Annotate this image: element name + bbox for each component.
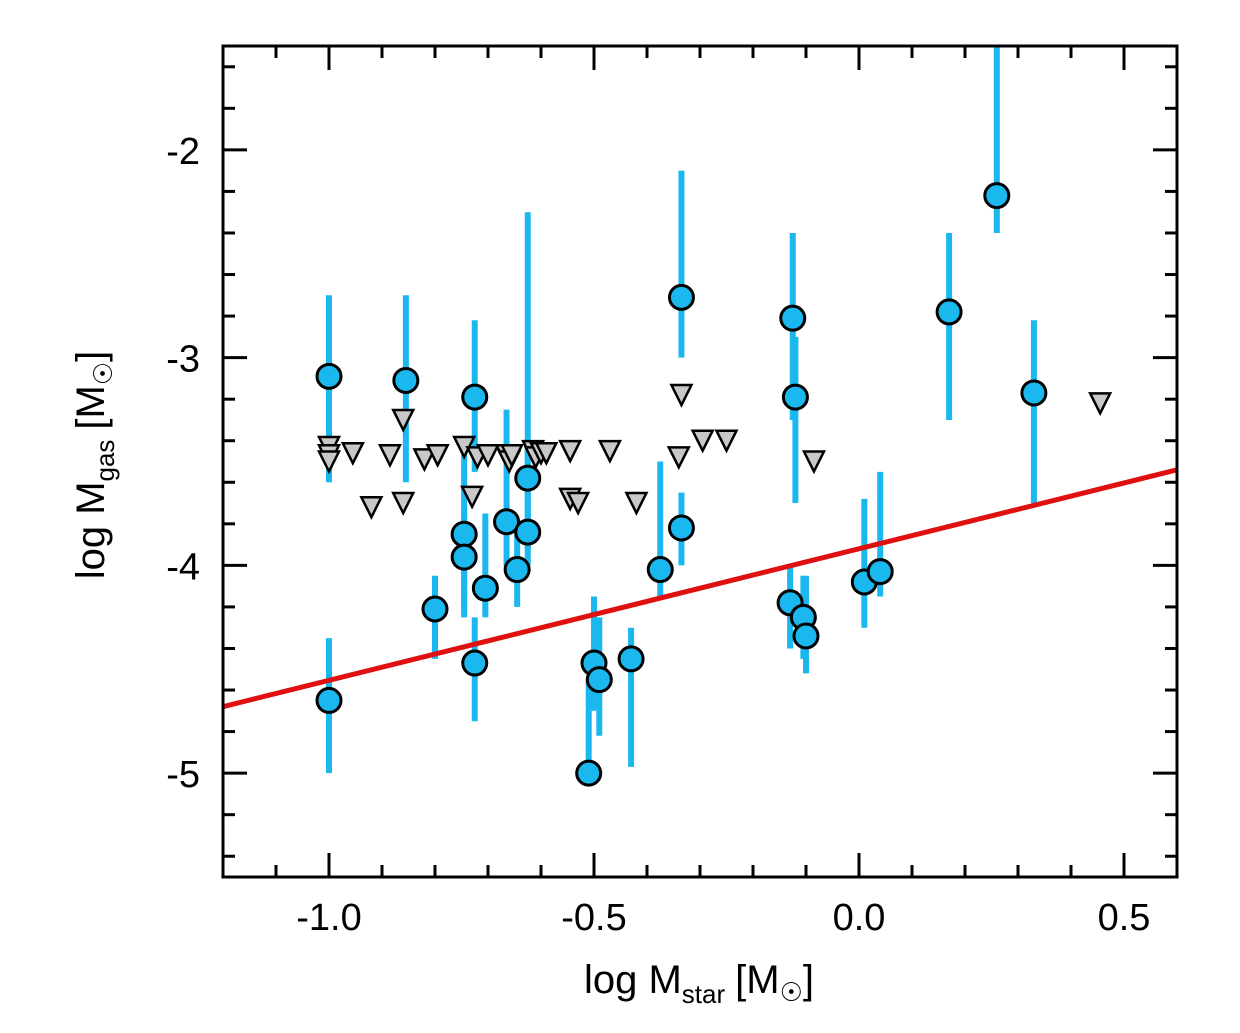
upper-limit-marker — [340, 441, 365, 466]
y-axis-title-close: ] — [69, 351, 113, 362]
detection-marker — [779, 304, 807, 332]
upper-limit-marker — [534, 441, 559, 466]
detection-layer — [315, 182, 1048, 787]
upper-limit-marker — [499, 444, 524, 469]
detection-marker — [493, 508, 521, 536]
detection-marker — [503, 556, 531, 584]
detection-marker — [646, 556, 674, 584]
detection-marker — [792, 622, 820, 650]
y-axis-title: log Mgas [M☉] — [69, 351, 120, 580]
detection-marker — [935, 298, 963, 326]
x-tick-label: -0.5 — [561, 897, 626, 939]
upper-limit-marker — [666, 446, 691, 471]
y-axis-title-main: log M — [69, 481, 113, 579]
detection-marker — [667, 514, 695, 542]
upper-limit-marker — [690, 429, 715, 454]
upper-limit-marker — [359, 495, 384, 521]
y-axis-sun-symbol: ☉ — [88, 362, 118, 385]
y-tick-label: -4 — [166, 546, 200, 588]
upper-limit-marker — [558, 439, 583, 464]
detection-marker — [392, 366, 420, 394]
x-axis-title-sub: star — [682, 979, 726, 1009]
x-tick-label: 0.0 — [833, 897, 886, 939]
detection-marker — [575, 759, 603, 787]
upper-limit-marker — [1088, 392, 1113, 417]
detection-marker — [461, 649, 489, 677]
detection-marker — [1020, 379, 1048, 407]
x-axis-title: log Mstar [M☉] — [584, 958, 814, 1009]
fit-line — [223, 467, 1177, 710]
detection-marker — [421, 595, 449, 623]
x-tick-label: 0.5 — [1098, 897, 1151, 939]
upper-limit-marker — [624, 491, 649, 516]
tick-label-layer: -1.0 -0.5 0.0 0.5 -5 -4 -3 -2 — [166, 131, 1150, 939]
upper-limit-marker — [391, 408, 416, 433]
detection-marker — [617, 645, 645, 673]
detection-marker — [514, 518, 542, 546]
x-axis-title-unit: [M — [735, 958, 779, 1002]
detection-marker — [866, 558, 894, 586]
upper-limit-marker — [316, 450, 342, 475]
fit-layer — [223, 467, 1177, 710]
upper-limit-marker — [377, 444, 402, 469]
y-axis-title-sub: gas — [90, 440, 120, 482]
upper-limit-marker — [391, 491, 416, 516]
upper-limit-marker — [412, 448, 437, 473]
detection-marker — [585, 666, 613, 694]
tick-layer — [223, 46, 1179, 877]
detection-marker — [983, 182, 1011, 210]
detection-marker — [461, 383, 489, 411]
upper-limit-marker — [669, 383, 694, 408]
detection-marker — [514, 464, 542, 492]
upper-limit-marker — [425, 444, 450, 469]
x-tick-label: -1.0 — [296, 897, 361, 939]
detection-marker — [781, 383, 809, 411]
upper-limit-marker — [566, 491, 591, 516]
upper-limit-marker — [460, 485, 485, 510]
detection-marker — [471, 574, 499, 602]
y-tick-label: -5 — [166, 754, 200, 796]
detection-marker — [450, 520, 478, 548]
y-tick-label: -3 — [166, 339, 200, 381]
x-axis-title-main: log M — [584, 958, 682, 1002]
detection-marker — [315, 362, 343, 390]
detection-marker — [315, 686, 343, 714]
x-axis-title-close: ] — [803, 958, 814, 1002]
upper-limit-marker — [801, 450, 826, 475]
y-axis-title-unit: [M — [69, 385, 113, 429]
upper-limit-marker — [475, 444, 501, 469]
y-tick-label: -2 — [166, 131, 200, 173]
upper-limit-marker — [714, 429, 739, 454]
detection-marker — [667, 283, 695, 311]
upper-limit-layer — [316, 383, 1113, 521]
detection-marker — [450, 543, 478, 571]
upper-limit-marker — [597, 439, 622, 464]
x-axis-sun-symbol: ☉ — [780, 977, 803, 1007]
